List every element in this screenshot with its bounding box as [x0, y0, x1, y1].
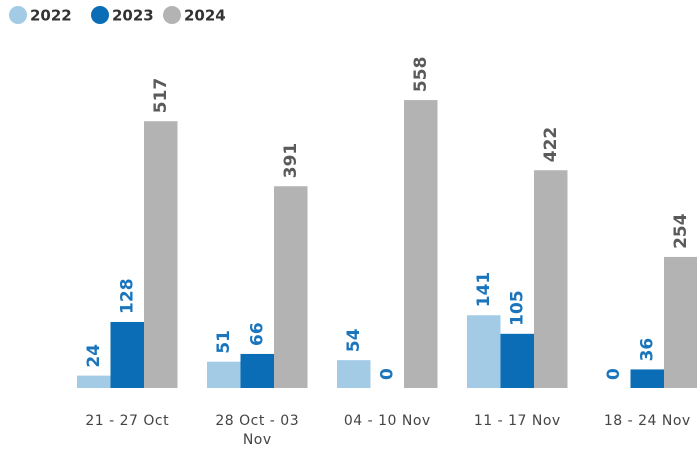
value-label: 391 — [281, 143, 301, 179]
x-tick-label: 28 Oct - 03 Nov — [215, 413, 300, 448]
value-label: 254 — [671, 213, 691, 249]
bar — [144, 121, 178, 388]
bar — [110, 321, 144, 388]
bar — [207, 361, 241, 388]
legend-swatch — [91, 6, 109, 24]
value-label: 422 — [541, 127, 561, 163]
value-label: 105 — [507, 290, 527, 326]
bar — [240, 353, 274, 388]
value-label: 517 — [151, 78, 171, 114]
legend-swatch — [9, 6, 27, 24]
value-label: 51 — [214, 330, 234, 354]
x-tick-label: 18 - 24 Nov — [603, 413, 691, 429]
value-label: 558 — [411, 57, 431, 93]
bar — [630, 369, 664, 388]
value-label: 0 — [377, 368, 397, 380]
legend-label: 2023 — [112, 7, 154, 25]
legend-label: 2022 — [30, 7, 72, 25]
bar — [467, 315, 501, 388]
x-tick-label: 11 - 17 Nov — [473, 413, 561, 429]
x-tick-label: 04 - 10 Nov — [343, 413, 431, 429]
value-label: 54 — [344, 328, 364, 352]
bar — [337, 360, 371, 388]
bar — [664, 256, 697, 388]
bar — [534, 170, 568, 388]
value-label: 66 — [247, 322, 267, 346]
value-label: 141 — [474, 272, 494, 308]
x-tick-label: 21 - 27 Oct — [85, 413, 170, 429]
legend-swatch — [163, 6, 181, 24]
value-label: 128 — [117, 278, 137, 314]
bar — [500, 333, 534, 388]
bar — [274, 186, 308, 388]
value-label: 0 — [604, 368, 624, 380]
value-label: 36 — [637, 338, 657, 362]
bar — [77, 375, 111, 388]
bar — [404, 100, 438, 389]
legend-label: 2024 — [184, 7, 226, 25]
value-label: 24 — [84, 344, 104, 368]
